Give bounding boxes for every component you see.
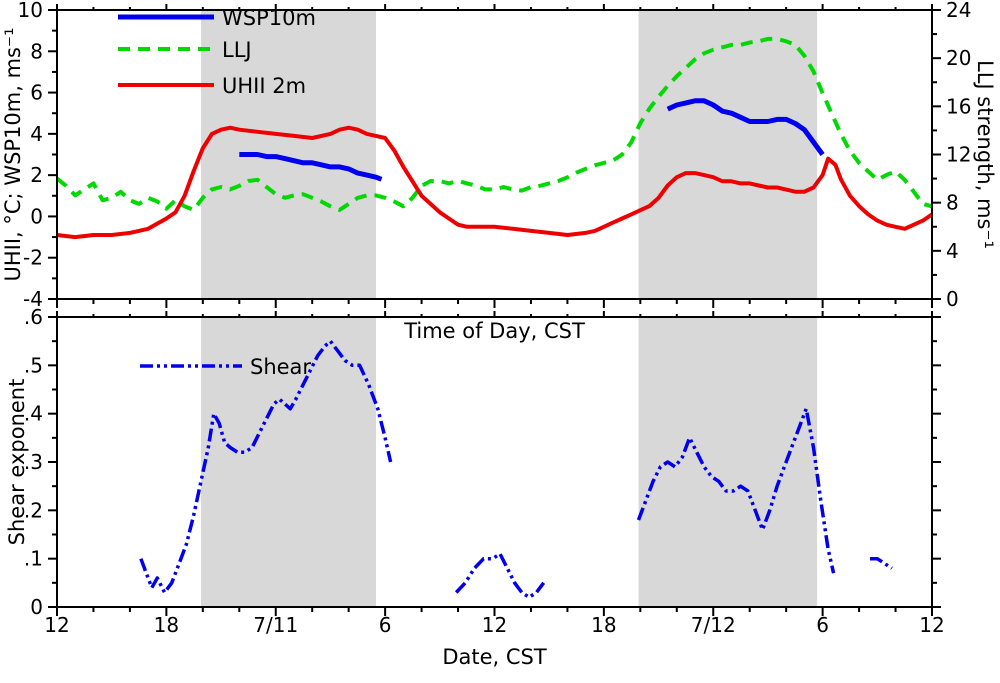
legend-label: LLJ	[222, 38, 252, 62]
night-shading-region	[638, 10, 818, 299]
series-line	[454, 552, 546, 600]
x-tick-label: 7/12	[691, 613, 736, 637]
y-tick-label-right: 24	[946, 0, 971, 22]
legend-label: Shear	[250, 355, 311, 379]
y-tick-label-left: .4	[24, 402, 43, 426]
y-tick-label-left: 0	[30, 595, 43, 619]
series-line	[239, 152, 383, 182]
axis-ticks	[48, 4, 941, 308]
x-tick-label: 12	[919, 613, 944, 637]
x-axis-title: Time of Day, CST	[403, 319, 585, 343]
series-line	[636, 407, 836, 574]
bottom-panel: 0 .1 .2 .3 .4 .5 .6 12 18 7/11 6 12 18 7/12 6 12 Shear e…	[5, 305, 945, 669]
y-tick-label-left: 10	[18, 0, 43, 22]
x-tick-label: 18	[591, 613, 616, 637]
series-wsp10m	[239, 98, 825, 182]
series-line	[139, 339, 393, 595]
legend: Shear	[140, 355, 311, 379]
y-tick-label-right: 8	[946, 191, 959, 215]
y-tick-label-right: 4	[946, 239, 959, 263]
y-tick-label-left: .6	[24, 305, 43, 329]
night-shading-region	[201, 10, 376, 299]
series-line	[56, 125, 934, 240]
y-tick-label-left: .3	[24, 450, 43, 474]
legend-label: UHII 2m	[222, 74, 306, 98]
x-tick-label: 6	[379, 613, 392, 637]
y-tick-label-left: 2	[30, 163, 43, 187]
y-tick-label-left: 4	[30, 122, 43, 146]
series-shear	[139, 339, 893, 600]
series-llj	[55, 36, 933, 212]
y-tick-label-left: 6	[30, 81, 43, 105]
y-axis-title-left: UHII, °C; WSP10m, ms⁻¹	[1, 28, 25, 282]
series-uhii-2m	[56, 125, 934, 240]
y-tick-label-right: 20	[946, 46, 971, 70]
y-axis-title-left: Shear exponent	[5, 379, 29, 546]
night-shading-region	[201, 317, 376, 607]
legend-label: WSP10m	[222, 6, 316, 30]
series-line	[55, 36, 933, 212]
series-line	[870, 556, 893, 570]
axis-ticks	[48, 311, 941, 616]
y-tick-label-right: 12	[946, 143, 971, 167]
x-axis-title: Date, CST	[442, 645, 547, 669]
series-line	[666, 98, 825, 156]
y-axis-title-right: LLJ strength, ms⁻¹	[973, 60, 997, 249]
x-tick-label: 6	[816, 613, 829, 637]
y-tick-label-right: 16	[946, 94, 971, 118]
y-tick-label-left: .1	[24, 547, 43, 571]
y-tick-label-left: .2	[24, 498, 43, 522]
y-tick-label-left: .5	[24, 353, 43, 377]
x-tick-label: 18	[154, 613, 179, 637]
legend: WSP10m LLJ UHII 2m	[118, 6, 316, 98]
y-tick-label-left: 0	[30, 204, 43, 228]
y-tick-label-right: 0	[946, 287, 959, 311]
x-tick-label: 12	[482, 613, 507, 637]
x-tick-label: 12	[44, 613, 69, 637]
y-tick-label-left: 8	[30, 39, 43, 63]
y-tick-label-left: -4	[23, 287, 43, 311]
y-tick-label-left: -2	[23, 246, 43, 270]
x-tick-label: 7/11	[253, 613, 298, 637]
